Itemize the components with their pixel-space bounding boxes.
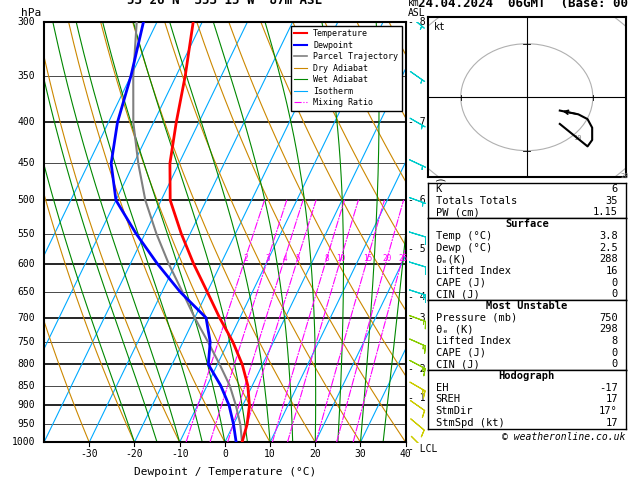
Text: 600: 600 [18,259,35,269]
Text: 5: 5 [296,254,300,262]
Text: 550: 550 [18,228,35,239]
Text: 40: 40 [400,449,411,459]
Text: 6: 6 [611,184,618,194]
Text: Dewp (°C): Dewp (°C) [436,243,492,253]
Text: 900: 900 [18,400,35,411]
Legend: Temperature, Dewpoint, Parcel Trajectory, Dry Adiabat, Wet Adiabat, Isotherm, Mi: Temperature, Dewpoint, Parcel Trajectory… [291,26,401,111]
Text: 950: 950 [18,419,35,429]
Text: StmSpd (kt): StmSpd (kt) [436,418,504,428]
Text: 15: 15 [363,254,372,262]
Text: 0: 0 [611,278,618,288]
Text: - 4: - 4 [408,292,425,302]
Text: km
ASL: km ASL [408,0,425,17]
Text: 750: 750 [599,312,618,323]
Text: 30: 30 [355,449,366,459]
Text: Dewpoint / Temperature (°C): Dewpoint / Temperature (°C) [134,468,316,477]
Text: 3.8: 3.8 [599,231,618,241]
Text: CAPE (J): CAPE (J) [436,278,486,288]
Text: 20: 20 [620,173,628,179]
Text: -10: -10 [171,449,189,459]
Text: SREH: SREH [436,395,460,404]
Text: 300: 300 [18,17,35,27]
Text: 35: 35 [606,196,618,206]
Text: -17: -17 [599,383,618,393]
Text: hPa: hPa [21,8,41,17]
Text: K: K [436,184,442,194]
Text: 1000: 1000 [11,437,35,447]
Text: - 3: - 3 [408,312,425,323]
Text: 4: 4 [282,254,287,262]
Text: Surface: Surface [505,219,548,229]
Text: 350: 350 [18,70,35,81]
Text: 10: 10 [574,135,582,141]
Text: - LCL: - LCL [408,444,437,453]
Text: 17°: 17° [599,406,618,416]
Text: 17: 17 [606,418,618,428]
Text: 0: 0 [611,289,618,299]
Text: 10: 10 [337,254,346,262]
Text: 10: 10 [264,449,276,459]
Text: EH: EH [436,383,448,393]
Text: Most Unstable: Most Unstable [486,301,567,311]
Text: 500: 500 [18,195,35,205]
Text: 2.5: 2.5 [599,243,618,253]
Text: Mixing Ratio (g/kg): Mixing Ratio (g/kg) [437,176,447,288]
Text: kt: kt [433,22,445,32]
Text: 400: 400 [18,117,35,127]
Text: 20: 20 [382,254,392,262]
Text: Temp (°C): Temp (°C) [436,231,492,241]
Text: 24.04.2024  06GMT  (Base: 00): 24.04.2024 06GMT (Base: 00) [418,0,629,10]
Text: 25: 25 [398,254,407,262]
Text: 800: 800 [18,359,35,369]
Text: θₑ(K): θₑ(K) [436,254,467,264]
Text: 650: 650 [18,287,35,297]
Text: 17: 17 [606,395,618,404]
Text: CIN (J): CIN (J) [436,289,479,299]
Text: CAPE (J): CAPE (J) [436,347,486,358]
Text: 0: 0 [611,359,618,369]
Text: 1.15: 1.15 [593,208,618,217]
Text: 450: 450 [18,158,35,169]
Text: 298: 298 [599,324,618,334]
Text: 0: 0 [611,347,618,358]
Text: CIN (J): CIN (J) [436,359,479,369]
Text: - 6: - 6 [408,195,425,205]
Text: - 5: - 5 [408,244,425,254]
Text: 3: 3 [266,254,270,262]
Text: - 8: - 8 [408,17,425,27]
Text: 850: 850 [18,381,35,391]
Text: 8: 8 [611,336,618,346]
Text: 8: 8 [325,254,329,262]
Text: - 2: - 2 [408,364,425,374]
Text: 2: 2 [243,254,248,262]
Text: StmDir: StmDir [436,406,473,416]
Text: Hodograph: Hodograph [499,371,555,381]
Text: -20: -20 [126,449,143,459]
Text: 53°26'N  353°15'W  87m ASL: 53°26'N 353°15'W 87m ASL [127,0,323,7]
Text: PW (cm): PW (cm) [436,208,479,217]
Text: Lifted Index: Lifted Index [436,266,511,276]
Text: - 1: - 1 [408,393,425,402]
Text: 288: 288 [599,254,618,264]
Text: © weatheronline.co.uk: © weatheronline.co.uk [503,432,626,442]
Text: Totals Totals: Totals Totals [436,196,517,206]
Text: 20: 20 [309,449,321,459]
Text: 16: 16 [606,266,618,276]
Text: -30: -30 [81,449,98,459]
Text: 750: 750 [18,337,35,347]
Text: θₑ (K): θₑ (K) [436,324,473,334]
Text: Lifted Index: Lifted Index [436,336,511,346]
Text: 700: 700 [18,312,35,323]
Text: - 7: - 7 [408,117,425,127]
Text: Pressure (mb): Pressure (mb) [436,312,517,323]
Text: 0: 0 [222,449,228,459]
